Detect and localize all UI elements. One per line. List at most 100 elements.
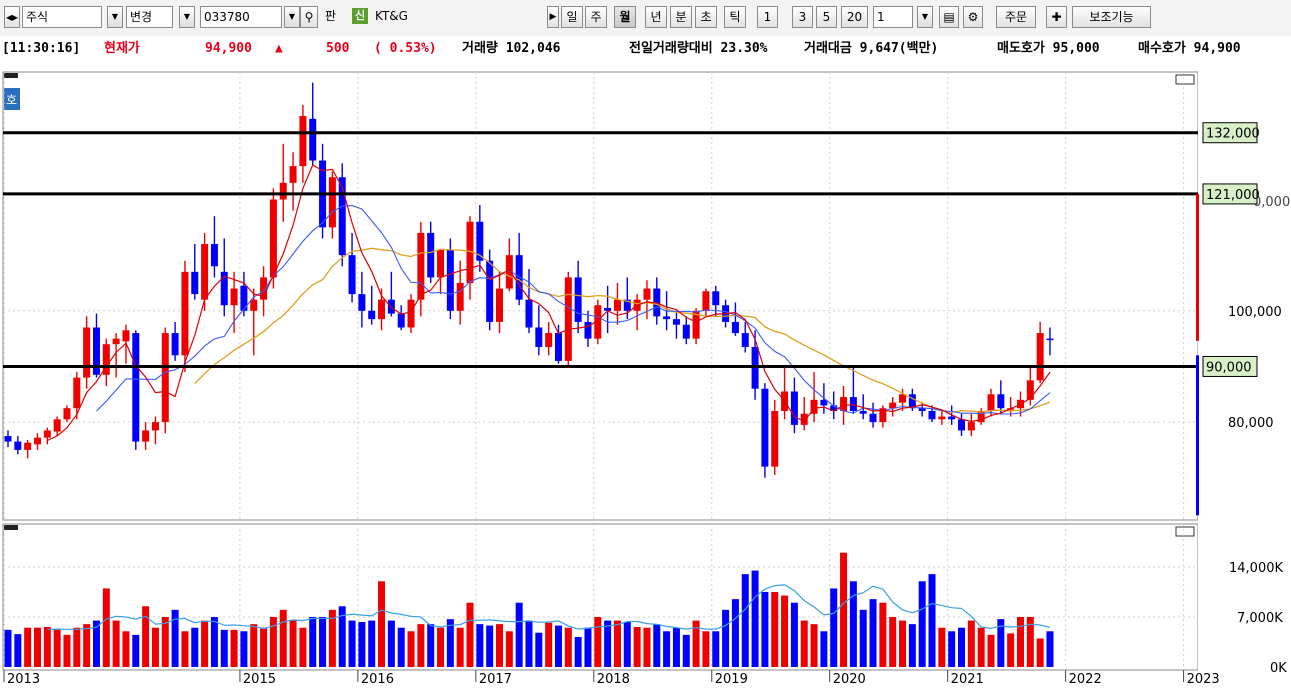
volume-bar	[574, 637, 582, 667]
volume-bar	[358, 622, 366, 667]
count-dropdown-icon[interactable]: ▼	[917, 6, 933, 28]
volume-bar	[525, 620, 533, 667]
period-button-4[interactable]: 분	[670, 6, 692, 28]
candle-body	[613, 299, 621, 311]
panel-minimize-icon	[4, 73, 18, 78]
change-button[interactable]: 변경	[126, 6, 173, 28]
save-icon[interactable]: ▤	[939, 6, 959, 28]
candle-body	[201, 244, 209, 300]
stock-code-input[interactable]: 033780	[200, 6, 282, 28]
aux-function-button[interactable]: 보조기능	[1072, 6, 1151, 28]
volume-bar	[613, 620, 621, 667]
change-dropdown-icon[interactable]: ▼	[179, 6, 195, 28]
period-button-1[interactable]: 주	[585, 6, 607, 28]
volume-bar	[564, 627, 572, 667]
order-button[interactable]: 주문	[996, 6, 1036, 28]
search-icon[interactable]: ⚲	[300, 6, 318, 28]
stock-name: KT&G	[375, 9, 408, 23]
candle-body	[810, 399, 818, 414]
volume-bar	[161, 617, 169, 667]
volume-bar	[584, 627, 592, 667]
volume-bar	[840, 552, 848, 667]
candle-body	[456, 282, 464, 311]
candle-body	[731, 321, 739, 334]
interval-button-20[interactable]: 20	[841, 6, 868, 28]
candle-body	[643, 288, 651, 300]
candle-body	[594, 305, 602, 339]
candle-body	[171, 333, 179, 356]
candle-body	[358, 294, 366, 311]
candle-body	[712, 291, 720, 306]
panel-window-icon	[1175, 74, 1195, 85]
ma5-line	[47, 164, 1051, 442]
volume-bar	[653, 624, 661, 667]
volume-bar	[515, 602, 523, 667]
candle-body	[741, 333, 749, 347]
volume-bar	[407, 631, 415, 667]
volume-bar	[456, 627, 464, 667]
volume-bar	[1016, 617, 1024, 667]
volume-bar	[977, 627, 985, 667]
candle-body	[260, 277, 268, 300]
candle-body	[210, 244, 218, 267]
candle-body	[584, 321, 592, 339]
market-select[interactable]: 주식	[22, 6, 102, 28]
volume-bar	[43, 627, 51, 667]
year-tick-label: 2016	[361, 672, 394, 686]
price-change-pct: ( 0.53%)	[374, 41, 437, 56]
crosshair-icon[interactable]: ✚	[1046, 6, 1067, 28]
volume-bar	[722, 609, 730, 667]
interval-button-5[interactable]: 5	[816, 6, 837, 28]
count-input[interactable]: 1	[873, 6, 913, 28]
volume-bar	[309, 617, 317, 667]
candle-body	[240, 285, 248, 311]
period-button-6[interactable]: 틱	[724, 6, 746, 28]
candle-body	[771, 410, 779, 467]
volume-bar	[771, 592, 779, 667]
volume-bar	[210, 617, 218, 667]
candle-body	[328, 177, 336, 228]
volume: 거래량 102,046	[462, 41, 561, 56]
volume-bar	[672, 627, 680, 667]
volume-bar	[319, 617, 327, 667]
volume-bar	[73, 627, 81, 667]
year-tick-label: 2019	[715, 672, 748, 686]
current-up-bar	[1196, 193, 1199, 341]
candle-body	[692, 310, 700, 339]
expand-icon[interactable]: ▶	[547, 6, 559, 28]
year-tick-label: 2021	[951, 672, 984, 686]
candle-body	[33, 437, 41, 445]
volume-bar	[623, 622, 631, 667]
candle-body	[279, 182, 287, 200]
candle-body	[43, 430, 51, 438]
period-button-2[interactable]: 월	[614, 6, 636, 28]
candle-body	[437, 249, 445, 278]
interval-button-1[interactable]: 1	[757, 6, 778, 28]
volume-bar	[505, 631, 513, 667]
volume-bar	[958, 627, 966, 667]
settings-icon[interactable]: ⚙	[963, 6, 983, 28]
candle-body	[604, 308, 612, 311]
volume-bar	[92, 620, 100, 667]
candle-body	[702, 291, 710, 311]
volume-bar	[545, 622, 553, 667]
period-button-5[interactable]: 초	[695, 6, 717, 28]
code-dropdown-icon[interactable]: ▼	[284, 6, 300, 28]
period-button-3[interactable]: 년	[645, 6, 667, 28]
volume-minimize-icon	[4, 525, 18, 530]
volume-bar	[53, 629, 61, 667]
market-dropdown-icon[interactable]: ▼	[107, 6, 123, 28]
volume-bar	[800, 620, 808, 667]
volume-bar	[299, 627, 307, 667]
volume-bar	[702, 631, 710, 667]
period-button-0[interactable]: 일	[561, 6, 583, 28]
stock-chart[interactable]: 호 2013 2015 2016 2017 2018 2019 2020 2021 2022 202…	[0, 62, 1291, 687]
candle-body	[564, 277, 572, 361]
prev-next-icon[interactable]: ◂▸	[4, 6, 20, 28]
interval-button-3[interactable]: 3	[792, 6, 813, 28]
volume-tick-label: 7,000K	[1237, 611, 1283, 626]
volume-bar	[338, 606, 346, 667]
volume-bar	[781, 595, 789, 667]
volume-bar	[554, 625, 562, 667]
candle-body	[997, 394, 1005, 409]
